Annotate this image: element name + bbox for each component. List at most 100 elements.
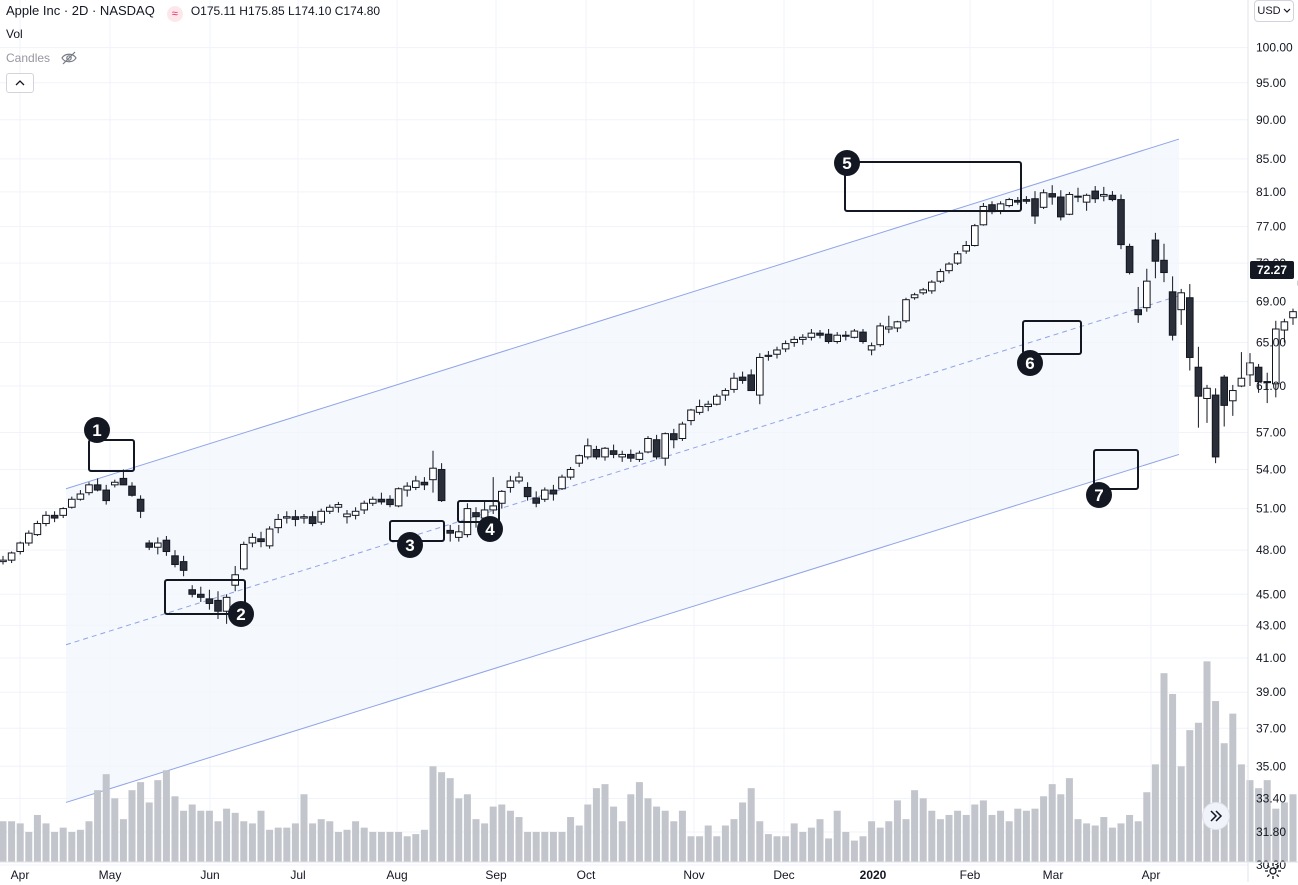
trend-channel[interactable] bbox=[65, 138, 1180, 803]
candle bbox=[1022, 196, 1031, 204]
candle bbox=[50, 511, 59, 523]
volume-bar bbox=[747, 788, 755, 862]
candle-body bbox=[214, 599, 222, 612]
candle bbox=[971, 223, 979, 247]
candle bbox=[145, 540, 153, 551]
candle-body bbox=[1229, 390, 1237, 402]
volume-bar bbox=[1186, 730, 1194, 862]
candle-body bbox=[833, 334, 842, 343]
candle-body bbox=[420, 481, 429, 486]
candle bbox=[541, 487, 549, 502]
volume-bar bbox=[42, 823, 50, 862]
candle-body bbox=[0, 559, 7, 563]
volume-bar bbox=[463, 794, 471, 862]
candle bbox=[609, 444, 618, 459]
annotation-number: 1 bbox=[92, 421, 101, 440]
volume-bar bbox=[756, 821, 764, 862]
volume-bar bbox=[635, 782, 643, 862]
candle bbox=[1186, 284, 1194, 371]
candle bbox=[33, 520, 42, 536]
time-tick-label: May bbox=[99, 868, 122, 882]
candle-body bbox=[145, 542, 153, 548]
volume-bar bbox=[850, 840, 858, 862]
candle bbox=[618, 450, 627, 462]
candle bbox=[962, 240, 971, 254]
candle-body bbox=[429, 467, 437, 481]
candle-body bbox=[936, 271, 945, 282]
candle-body bbox=[1117, 199, 1125, 246]
candle-body bbox=[222, 596, 231, 612]
candle-body bbox=[996, 203, 1005, 212]
volume-bar bbox=[945, 814, 953, 862]
volume-bar bbox=[231, 812, 239, 862]
candle bbox=[1237, 352, 1246, 388]
candle bbox=[859, 329, 867, 344]
time-tick-label: Nov bbox=[683, 868, 704, 882]
candle-body bbox=[111, 481, 119, 486]
annotation-box bbox=[1022, 320, 1082, 355]
collapse-legend-button[interactable] bbox=[6, 73, 34, 93]
candle bbox=[695, 399, 704, 415]
candle bbox=[687, 408, 695, 426]
candle-body bbox=[76, 493, 85, 500]
candle-body bbox=[179, 561, 188, 571]
symbol-title[interactable]: Apple Inc · 2D · NASDAQ bbox=[6, 3, 155, 18]
volume-bar bbox=[721, 825, 729, 862]
candle-body bbox=[446, 529, 454, 534]
candle-body bbox=[661, 433, 670, 459]
volume-bar bbox=[807, 827, 815, 862]
volume-bar bbox=[240, 821, 248, 862]
candle bbox=[1057, 190, 1065, 221]
candle bbox=[979, 202, 988, 226]
volume-bar bbox=[16, 823, 24, 862]
volume-bar bbox=[1280, 802, 1288, 862]
volume-bar bbox=[111, 798, 119, 862]
candle bbox=[867, 342, 876, 356]
candle bbox=[644, 436, 652, 454]
volume-bar bbox=[300, 794, 308, 862]
candle-body bbox=[842, 334, 850, 337]
candle bbox=[1211, 388, 1220, 464]
volume-legend[interactable]: Vol bbox=[6, 27, 23, 41]
candle-body bbox=[876, 325, 885, 346]
volume-bar bbox=[696, 836, 704, 862]
candle-body bbox=[738, 376, 747, 381]
volume-bar bbox=[317, 819, 325, 862]
volume-bar bbox=[420, 829, 428, 862]
candle bbox=[807, 329, 816, 341]
price-tick-label: 48.00 bbox=[1256, 543, 1286, 557]
candle-body bbox=[971, 225, 979, 247]
price-tick-label: 43.00 bbox=[1256, 618, 1286, 632]
candles-legend[interactable]: Candles bbox=[6, 51, 78, 68]
eye-off-icon[interactable] bbox=[61, 51, 78, 68]
candle-body bbox=[50, 514, 59, 519]
volume-bar bbox=[162, 770, 170, 862]
candle-body bbox=[730, 377, 738, 390]
volume-bar bbox=[825, 838, 833, 862]
currency-selector[interactable]: USD bbox=[1254, 0, 1294, 22]
volume-bar bbox=[154, 780, 162, 862]
volume-bar bbox=[326, 821, 334, 862]
annotation-badge bbox=[84, 417, 110, 443]
candle bbox=[463, 503, 472, 538]
symbol-legend[interactable]: Apple Inc · 2D · NASDAQ ≈ O175.11 H175.85 … bbox=[6, 3, 380, 22]
volume-bar bbox=[283, 827, 291, 862]
candle-body bbox=[128, 485, 136, 496]
gear-icon[interactable] bbox=[1264, 862, 1282, 880]
volume-bar bbox=[661, 810, 669, 862]
candle-body bbox=[1203, 387, 1211, 399]
volume-bar bbox=[180, 810, 188, 862]
volume-bar bbox=[618, 821, 626, 862]
candle-body bbox=[33, 523, 42, 536]
candle bbox=[549, 484, 558, 501]
candle-body bbox=[455, 531, 463, 538]
last-price-tag bbox=[1250, 260, 1294, 279]
candle bbox=[601, 447, 609, 461]
scroll-to-realtime-button[interactable] bbox=[1202, 802, 1230, 830]
candle-body bbox=[1168, 291, 1177, 336]
candle bbox=[317, 508, 325, 525]
candle-body bbox=[1074, 195, 1082, 198]
currency-label: USD bbox=[1257, 5, 1281, 17]
candle-body bbox=[541, 489, 549, 500]
